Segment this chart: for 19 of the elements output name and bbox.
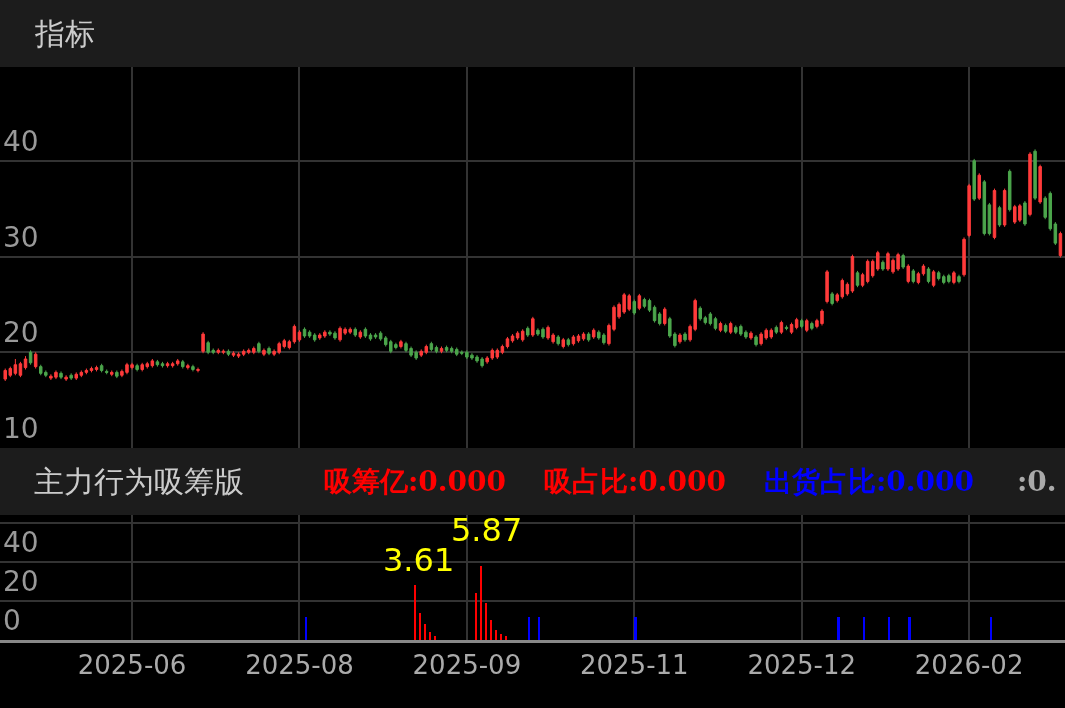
text: :0. xyxy=(1017,465,1057,498)
y-tick-label: 10 xyxy=(3,412,39,446)
x-tick-label: 2025-08 xyxy=(245,650,354,681)
x-tick-label: 2026-02 xyxy=(914,650,1024,681)
x-tick-label: 2025-12 xyxy=(747,650,857,681)
x-tick-label: 2025-09 xyxy=(412,650,522,681)
chart-title: 指标 xyxy=(34,16,95,51)
y-tick-label: 30 xyxy=(3,220,39,254)
text: 出货占比:0.000 xyxy=(764,465,975,498)
y-tick-label: 20 xyxy=(3,316,39,350)
y-tick-label: 0 xyxy=(3,604,21,638)
x-tick-label: 2025-06 xyxy=(77,650,187,681)
y-tick-label: 40 xyxy=(3,526,39,560)
text: 吸筹亿:0.000 xyxy=(324,465,507,498)
y-tick-label: 20 xyxy=(3,565,39,599)
x-tick-label: 2025-11 xyxy=(579,650,689,681)
y-tick-label: 40 xyxy=(3,125,39,159)
chart-title: 主力行为吸筹版 xyxy=(34,464,244,499)
text: 吸占比:0.000 xyxy=(544,465,727,498)
